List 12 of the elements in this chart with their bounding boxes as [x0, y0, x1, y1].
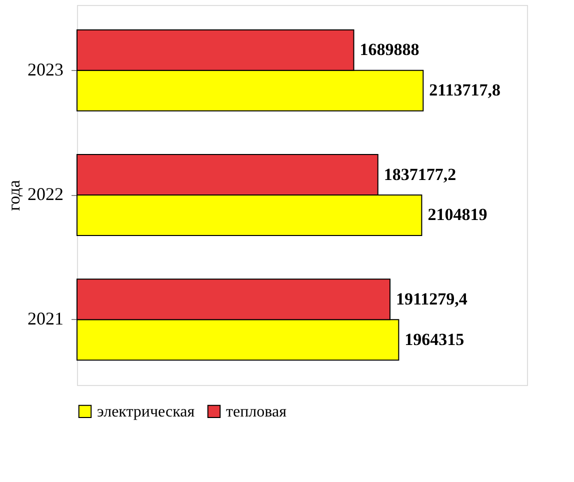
y-tick-label: 2022	[28, 184, 64, 204]
y-tick-label: 2023	[28, 59, 64, 80]
legend-label: электрическая	[97, 403, 196, 420]
y-tick-label: 2021	[28, 308, 64, 329]
data-label: 2113717,8	[429, 80, 500, 100]
legend-label: тепловая	[226, 403, 288, 420]
data-label: 2104819	[428, 205, 488, 224]
y-axis-title: года	[4, 180, 24, 211]
data-label: 1689888	[360, 40, 420, 60]
data-label: 1911279,4	[396, 289, 468, 308]
data-label: 1837177,2	[384, 164, 456, 184]
data-label: 1964315	[404, 330, 464, 349]
